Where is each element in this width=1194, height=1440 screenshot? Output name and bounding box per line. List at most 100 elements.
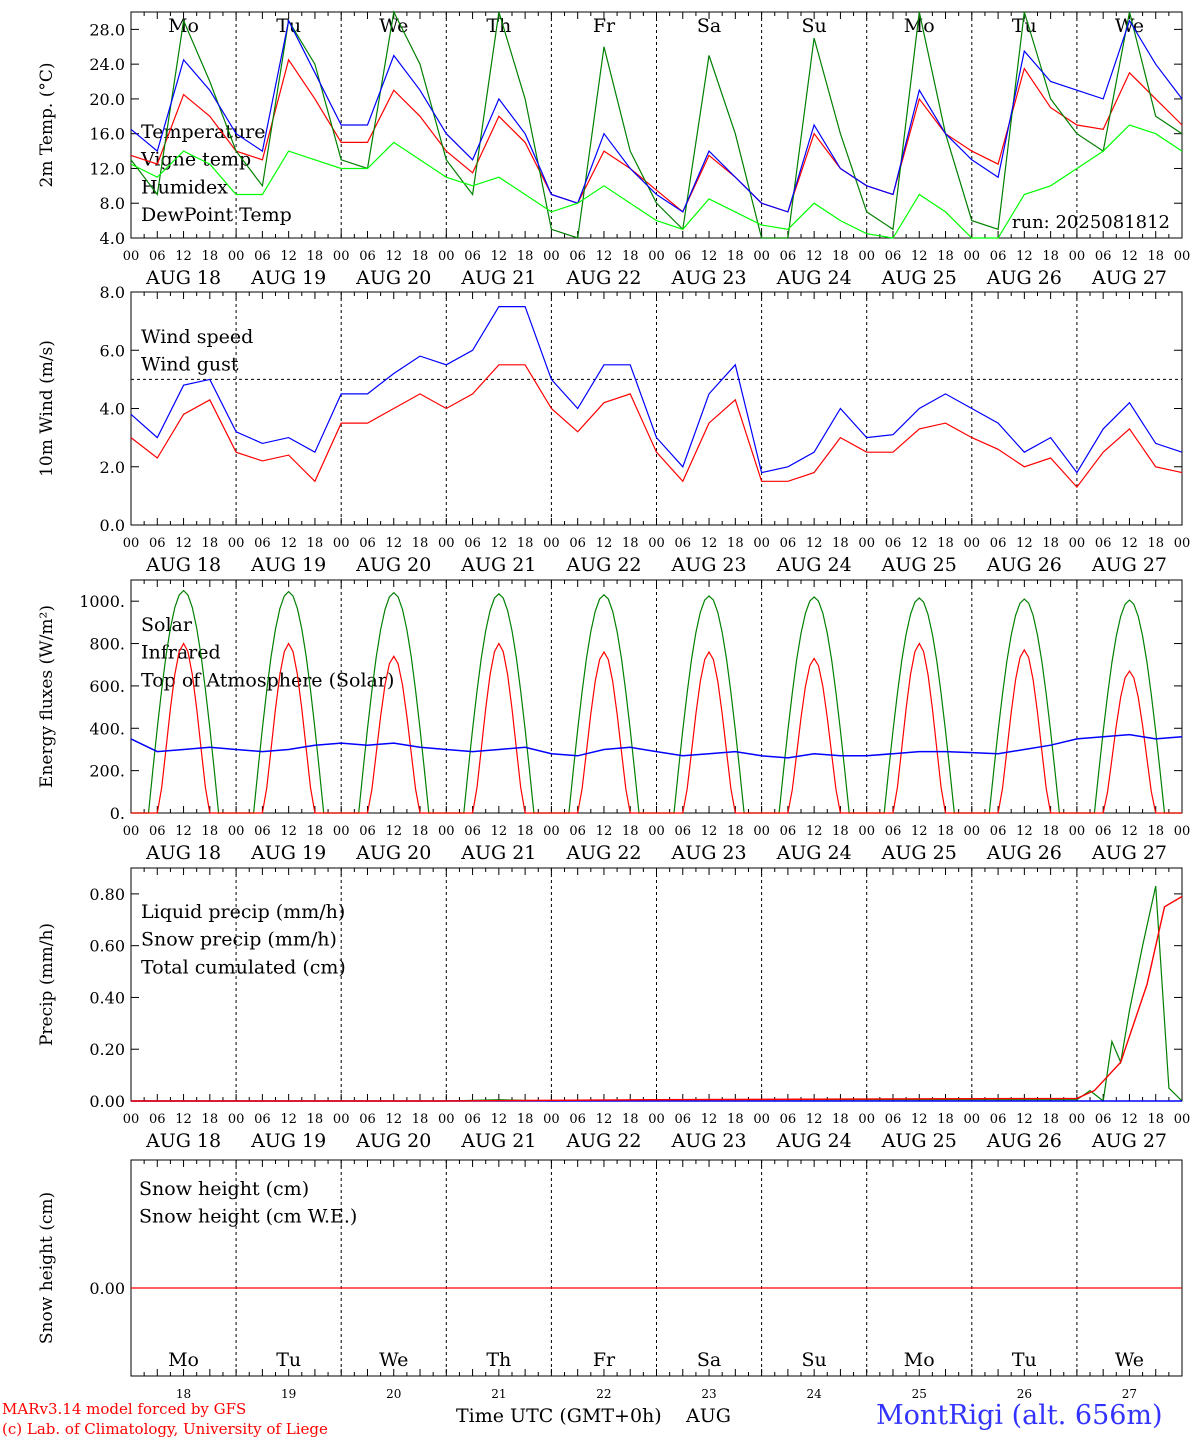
- date-label: AUG 26: [986, 1130, 1062, 1152]
- hour-tick-label: 18: [202, 536, 219, 551]
- hour-tick-label: 00: [858, 249, 875, 264]
- hour-tick-label: 00: [964, 824, 981, 839]
- hour-tick-label: 00: [648, 824, 665, 839]
- hour-tick-label: 06: [990, 1112, 1007, 1127]
- date-number-label: 19: [281, 1387, 296, 1401]
- hour-tick-label: 18: [1042, 1112, 1059, 1127]
- hour-tick-label: 00: [438, 249, 455, 264]
- day-of-week-label: We: [1115, 1349, 1144, 1371]
- y-tick-label: 800.: [89, 635, 125, 654]
- day-of-week-label: Mo: [168, 1349, 199, 1371]
- hour-tick-label: 06: [254, 249, 271, 264]
- y-tick-label: 0.: [110, 804, 125, 823]
- hour-tick-label: 00: [543, 824, 560, 839]
- hour-tick-label: 18: [517, 824, 534, 839]
- legend-wind-speed: Wind speed: [141, 326, 253, 348]
- hour-tick-label: 18: [412, 1112, 429, 1127]
- date-number-label: 27: [1122, 1387, 1137, 1401]
- hour-tick-label: 18: [517, 1112, 534, 1127]
- hour-tick-label: 00: [648, 249, 665, 264]
- y-tick-label: 400.: [89, 719, 125, 738]
- hour-tick-label: 06: [885, 824, 902, 839]
- hour-tick-label: 00: [1174, 1112, 1191, 1127]
- hour-tick-label: 12: [175, 824, 192, 839]
- date-label: AUG 23: [670, 842, 746, 864]
- hour-tick-label: 06: [990, 536, 1007, 551]
- hour-tick-label: 18: [727, 1112, 744, 1127]
- hour-tick-label: 00: [228, 824, 245, 839]
- day-of-week-label: Th: [486, 1349, 511, 1371]
- hour-tick-label: 00: [1069, 1112, 1086, 1127]
- hour-tick-label: 18: [1147, 824, 1164, 839]
- hour-tick-label: 06: [1095, 536, 1112, 551]
- date-label: AUG 27: [1091, 1130, 1167, 1152]
- hour-tick-label: 12: [911, 249, 928, 264]
- legend-snow-height-cm-: Snow height (cm): [139, 1178, 309, 1200]
- hour-tick-label: 06: [149, 824, 166, 839]
- hour-tick-label: 06: [675, 824, 692, 839]
- hour-tick-label: 00: [543, 249, 560, 264]
- hour-tick-label: 06: [1095, 249, 1112, 264]
- hour-tick-label: 06: [254, 824, 271, 839]
- y-tick-label: 8.0: [100, 194, 125, 213]
- date-label: AUG 21: [460, 267, 536, 289]
- day-of-week-label: Mo: [168, 15, 199, 37]
- hour-tick-label: 06: [254, 1112, 271, 1127]
- hour-tick-label: 12: [1016, 249, 1033, 264]
- date-label: AUG 20: [355, 1130, 431, 1152]
- hour-tick-label: 12: [1016, 1112, 1033, 1127]
- hour-tick-label: 18: [1042, 536, 1059, 551]
- date-number-label: 25: [912, 1387, 927, 1401]
- y-tick-label: 6.0: [100, 341, 125, 360]
- hour-tick-label: 00: [123, 824, 140, 839]
- date-label: AUG 25: [881, 1130, 957, 1152]
- hour-tick-label: 18: [307, 824, 324, 839]
- hour-tick-label: 18: [517, 536, 534, 551]
- day-of-week-label: We: [1115, 15, 1144, 37]
- date-label: AUG 18: [145, 267, 221, 289]
- hour-tick-label: 06: [149, 536, 166, 551]
- panel-2: 8.0 6.0 4.0 2.0 0.0 10m Wind (m/s) 00 06 12 18 AUG…: [37, 283, 1190, 576]
- day-of-week-label: Tu: [1012, 1349, 1037, 1371]
- hour-tick-label: 18: [1147, 249, 1164, 264]
- y-tick-label: 0.00: [89, 1279, 125, 1298]
- day-of-week-label: We: [379, 15, 408, 37]
- hour-tick-label: 12: [280, 1112, 297, 1127]
- hour-tick-label: 18: [1042, 249, 1059, 264]
- station-label: MontRigi (alt. 656m): [876, 1400, 1163, 1431]
- hour-tick-label: 12: [596, 824, 613, 839]
- date-label: AUG 25: [881, 842, 957, 864]
- lab-credit: (c) Lab. of Climatology, University of L…: [2, 1420, 328, 1438]
- y-tick-label: 0.40: [89, 988, 125, 1007]
- hour-tick-label: 00: [438, 536, 455, 551]
- hour-tick-label: 06: [569, 1112, 586, 1127]
- legend-vigne-temp: Vigne temp: [140, 149, 251, 171]
- series-temperature: [130, 58, 1183, 213]
- run-label: run: 2025081812: [1012, 212, 1170, 233]
- hour-tick-label: 06: [675, 1112, 692, 1127]
- hour-tick-label: 06: [254, 536, 271, 551]
- hour-tick-label: 12: [385, 536, 402, 551]
- hour-tick-label: 06: [1095, 824, 1112, 839]
- date-label: AUG 18: [145, 842, 221, 864]
- day-of-week-label: Tu: [276, 1349, 301, 1371]
- legend-wind-gust: Wind gust: [141, 354, 239, 376]
- hour-tick-label: 18: [202, 249, 219, 264]
- hour-tick-label: 18: [727, 824, 744, 839]
- hour-tick-label: 12: [596, 1112, 613, 1127]
- hour-tick-label: 00: [333, 1112, 350, 1127]
- hour-tick-label: 18: [1042, 824, 1059, 839]
- date-label: AUG 27: [1091, 267, 1167, 289]
- y-tick-label: 0.80: [89, 885, 125, 904]
- y-tick-label: 4.0: [100, 229, 125, 248]
- hour-tick-label: 12: [175, 1112, 192, 1127]
- hour-tick-label: 12: [701, 1112, 718, 1127]
- hour-tick-label: 00: [1174, 824, 1191, 839]
- hour-tick-label: 12: [701, 824, 718, 839]
- hour-tick-label: 12: [701, 249, 718, 264]
- hour-tick-label: 06: [569, 249, 586, 264]
- hour-tick-label: 06: [464, 249, 481, 264]
- y-axis-label: Energy fluxes (W/m²): [37, 605, 57, 788]
- series-vigne-temp: [130, 10, 1183, 239]
